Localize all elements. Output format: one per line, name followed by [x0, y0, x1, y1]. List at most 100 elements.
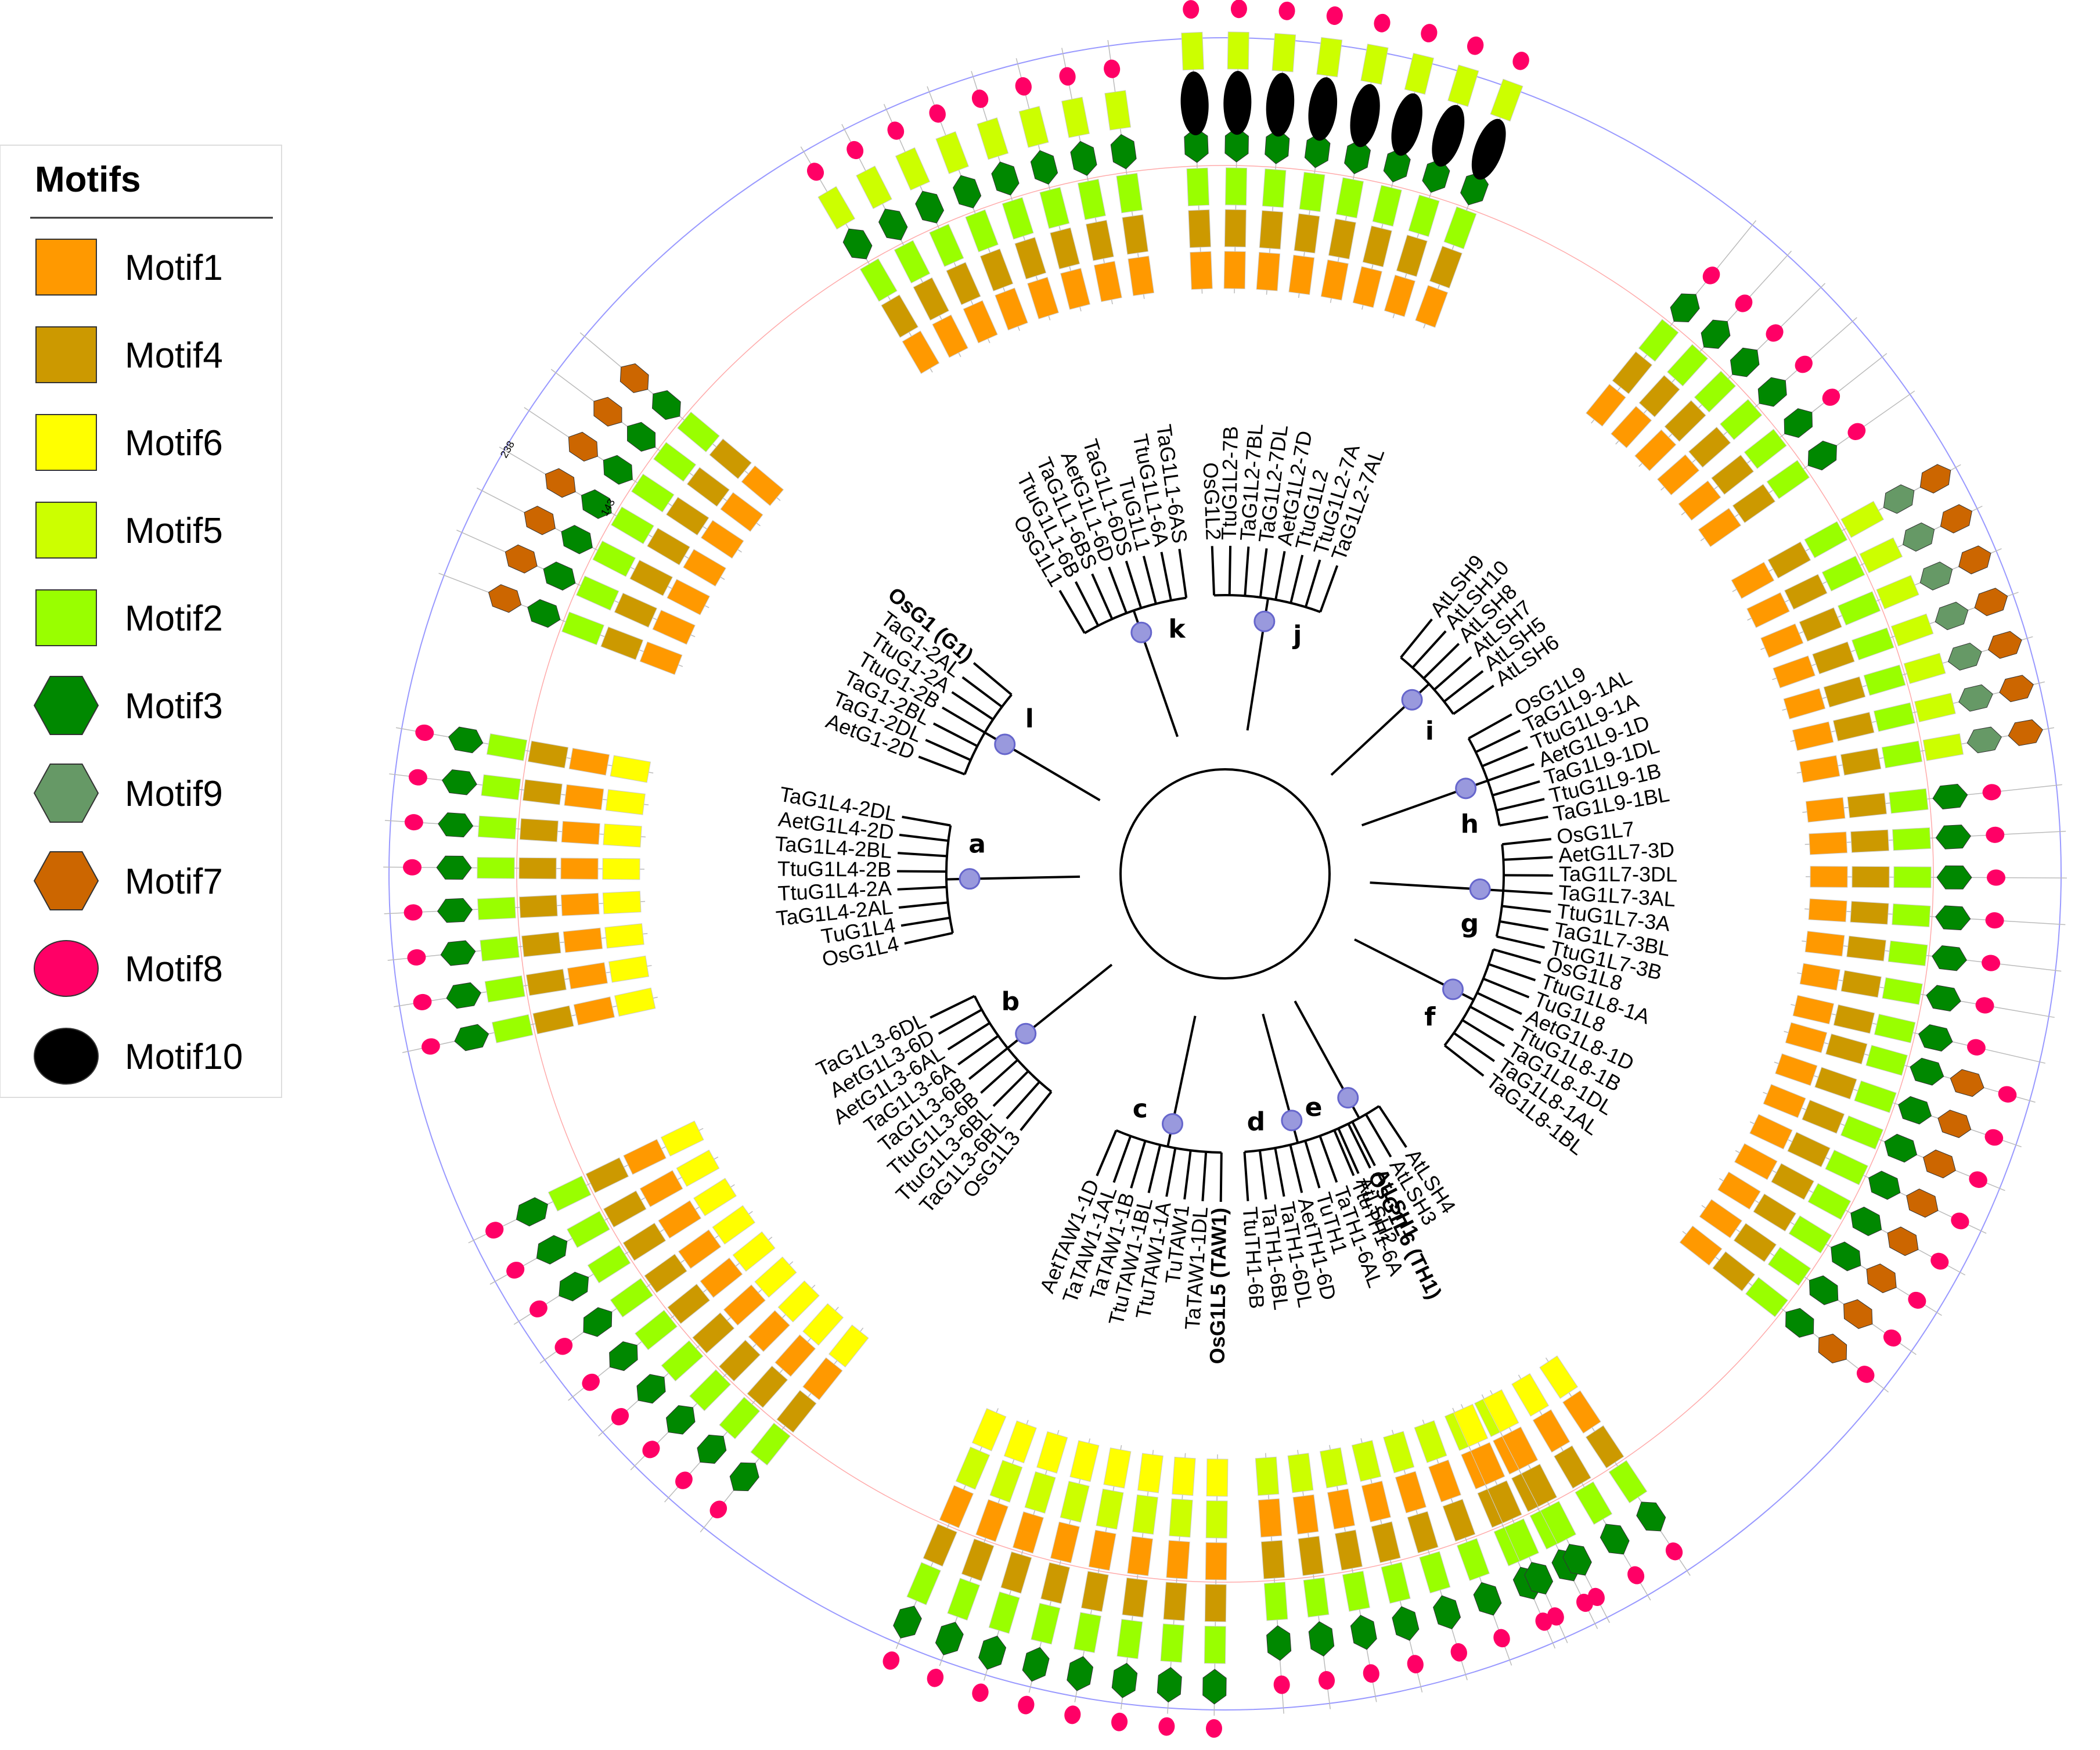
- leaf-branch: [1142, 556, 1157, 604]
- motif-motif10: [1308, 77, 1338, 141]
- motif-motif2: [1335, 177, 1364, 218]
- leaf-branch: [1496, 798, 1545, 812]
- motif-motif5: [1859, 537, 1903, 574]
- motif-motif4: [1122, 1577, 1148, 1618]
- motif-motif2: [894, 240, 931, 284]
- motif-motif1: [1127, 1536, 1154, 1576]
- motif-motif4: [1638, 375, 1680, 417]
- motif-motif1: [723, 1284, 766, 1326]
- motif-motif3: [1898, 1096, 1932, 1125]
- motif-motif8: [1702, 267, 1720, 285]
- motif-motif1: [1415, 285, 1449, 328]
- motif-motif3: [1910, 1057, 1944, 1086]
- leaf-branch: [1422, 643, 1460, 679]
- motif-motif1: [1799, 755, 1840, 783]
- motif-motif8: [882, 1651, 900, 1670]
- leaf-branch: [1125, 560, 1143, 608]
- inner-ring: [516, 165, 1934, 1583]
- motif-motif3: [1868, 1171, 1901, 1200]
- motif-motif3: [1067, 1656, 1094, 1691]
- motif-motif1: [623, 1139, 667, 1175]
- motif-motif7: [568, 431, 598, 462]
- motif-motif5: [935, 131, 969, 174]
- motif-motif2: [635, 1309, 678, 1351]
- leaf-branch: [992, 1070, 1029, 1107]
- motif-motif5: [1922, 733, 1964, 761]
- motif-motif4: [979, 248, 1014, 291]
- motif-motif8: [1665, 1542, 1683, 1561]
- motif-track-line: [1735, 1150, 1966, 1276]
- motif-motif8: [1766, 324, 1784, 342]
- motif-motif4: [600, 626, 644, 660]
- motif-motif1: [1190, 251, 1213, 290]
- motif-motif1: [1746, 592, 1790, 628]
- motif-motif6: [732, 1231, 776, 1272]
- leaf-branch: [1487, 763, 1535, 782]
- motif-motif3: [516, 1197, 548, 1227]
- motif-motif2: [1116, 1619, 1143, 1659]
- motif-motif8: [675, 1471, 693, 1489]
- motif-motif8: [1547, 1607, 1564, 1626]
- motif-motif3: [1524, 1562, 1554, 1595]
- motif-track-line: [1804, 830, 2066, 845]
- leaf-branch: [938, 1009, 982, 1035]
- motif-motif2: [1263, 1582, 1288, 1621]
- motif-motif2: [859, 258, 898, 302]
- motif-track-line: [927, 86, 1020, 331]
- motif-motif1: [1586, 384, 1626, 427]
- motif-motif8: [1908, 1291, 1926, 1309]
- motif-motif1: [975, 1499, 1008, 1542]
- motif-motif10: [1266, 73, 1295, 137]
- leaf-branch: [1411, 630, 1447, 669]
- motif-motif5: [1840, 500, 1885, 538]
- leaf-branch: [1364, 1114, 1392, 1158]
- leaf-branch: [1499, 815, 1548, 827]
- motif-track-line: [1061, 48, 1113, 305]
- leaf-branch: [899, 833, 949, 842]
- legend-swatch: [33, 676, 99, 735]
- leaf-branch: [1481, 746, 1528, 768]
- motif-motif6: [608, 955, 650, 983]
- motif-motif6: [604, 923, 644, 949]
- motif-motif4: [1085, 219, 1114, 261]
- motif-motif2: [480, 936, 520, 962]
- motif-motif6: [1003, 1420, 1037, 1464]
- motif-motif3: [1030, 150, 1058, 185]
- motif-motif5: [1227, 31, 1249, 70]
- clade-node-e: [1337, 1087, 1359, 1109]
- leaf-branch: [1178, 549, 1188, 598]
- motif-motif4: [1771, 1163, 1815, 1200]
- motif-motif4: [1784, 574, 1828, 610]
- leaf-label: TtuG1L2-7B: [1217, 426, 1242, 541]
- motif-motif5: [1914, 693, 1956, 723]
- motif-motif1: [700, 1257, 743, 1298]
- motif-motif8: [485, 1222, 504, 1239]
- motif-motif4: [1852, 866, 1890, 888]
- motif-motif3: [441, 769, 477, 795]
- motif-motif1: [567, 962, 608, 989]
- motif-motif1: [560, 892, 600, 916]
- motif-motif2: [1744, 429, 1787, 469]
- motif-motif3: [1807, 441, 1837, 471]
- motif-motif1: [1320, 259, 1349, 301]
- motif-track-line: [1701, 1205, 1917, 1355]
- motif-motif2: [1863, 664, 1906, 696]
- motif-track-line: [1802, 784, 2062, 813]
- leaf-branch: [1493, 948, 1541, 964]
- motif-motif2: [1821, 555, 1865, 592]
- motif-motif3: [1784, 408, 1813, 438]
- motif-track-line: [1791, 1004, 2046, 1064]
- root-arc: [1119, 768, 1331, 980]
- motif-track-line: [1591, 220, 1757, 424]
- motif-motif4: [1294, 213, 1320, 254]
- motif-motif5: [1890, 613, 1934, 647]
- motif-motif4: [1688, 426, 1731, 468]
- motif-motif2: [477, 857, 515, 879]
- motif-motif6: [693, 1178, 737, 1216]
- motif-track-line: [1638, 283, 1826, 467]
- motif-motif3: [543, 561, 576, 591]
- motif-motif2: [1893, 866, 1932, 888]
- leaf-branch: [1461, 1019, 1505, 1047]
- motif-motif3: [842, 228, 873, 260]
